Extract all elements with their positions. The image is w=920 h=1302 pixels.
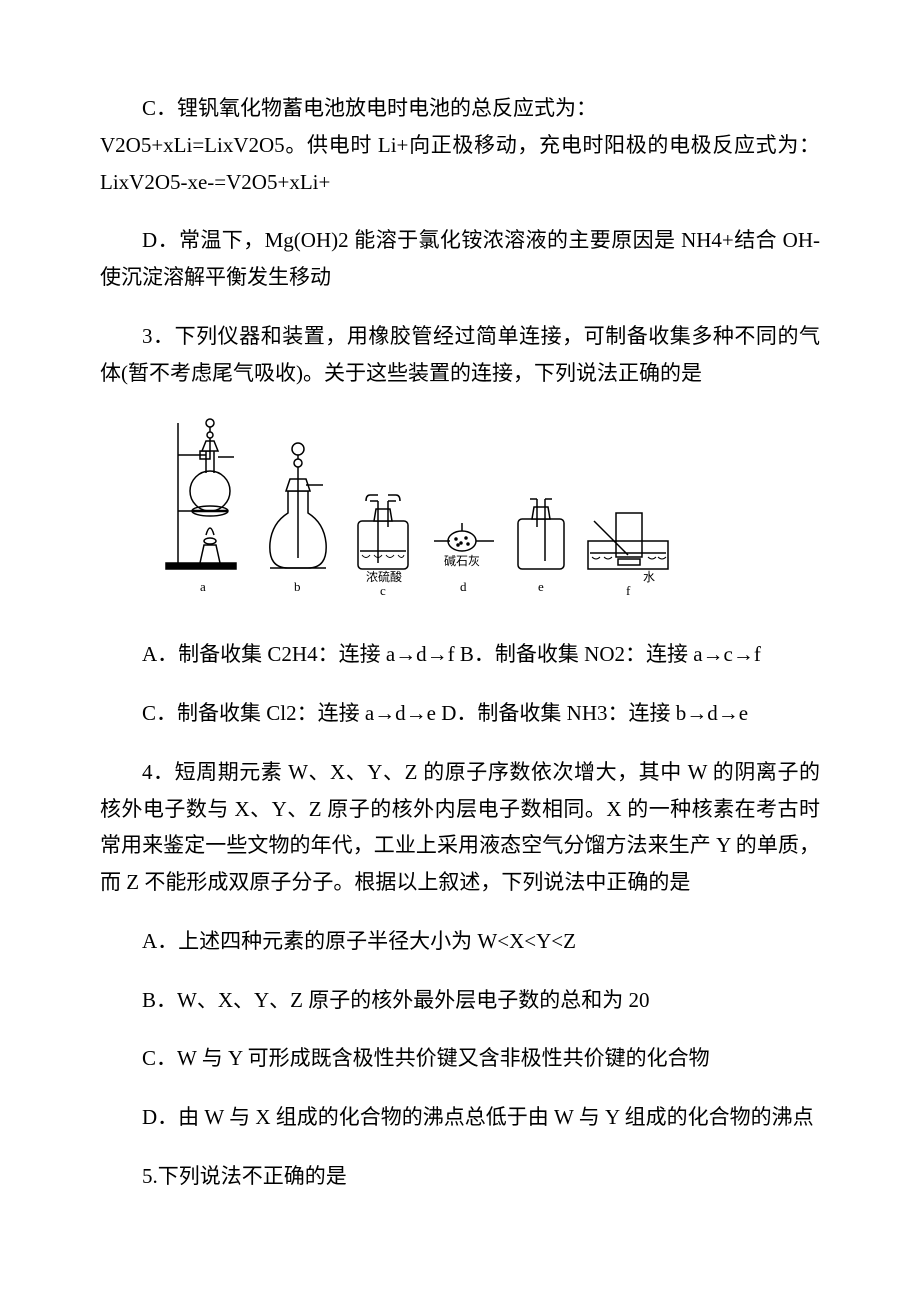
question-4-stem: 4．短周期元素 W、X、Y、Z 的原子序数依次增大，其中 W 的阴离子的核外电子… bbox=[100, 754, 820, 901]
q4-option-a: A．上述四种元素的原子半径大小为 W<X<Y<Z bbox=[100, 923, 820, 960]
q3-option-ab: A．制备收集 C2H4：连接 a→d→f B．制备收集 NO2：连接 a→c→f bbox=[100, 636, 820, 673]
q4-option-d: D．由 W 与 X 组成的化合物的沸点总低于由 W 与 Y 组成的化合物的沸点 bbox=[100, 1099, 820, 1136]
paragraph-option-c-line2: V2O5+xLi=LixV2O5。供电时 Li+向正极移动，充电时阳极的电极反应… bbox=[100, 127, 820, 201]
label-c-sub: 浓硫酸 bbox=[366, 569, 402, 584]
apparatus-figure: a b bbox=[148, 413, 820, 608]
label-c: c bbox=[380, 583, 386, 598]
label-d-sub: 碱石灰 bbox=[444, 554, 480, 568]
label-f: f bbox=[626, 583, 631, 598]
question-3-stem: 3．下列仪器和装置，用橡胶管经过简单连接，可制备收集多种不同的气体(暂不考虑尾气… bbox=[100, 318, 820, 392]
label-a: a bbox=[200, 579, 206, 594]
paragraph-option-d: D．常温下，Mg(OH)2 能溶于氯化铵浓溶液的主要原因是 NH4+结合 OH-… bbox=[100, 222, 820, 296]
label-d: d bbox=[460, 579, 467, 594]
document-page: C．锂钒氧化物蓄电池放电时电池的总反应式为： V2O5+xLi=LixV2O5。… bbox=[0, 0, 920, 1277]
paragraph-option-c-line1: C．锂钒氧化物蓄电池放电时电池的总反应式为： bbox=[100, 90, 820, 127]
q4-option-c: C．W 与 Y 可形成既含极性共价键又含非极性共价键的化合物 bbox=[100, 1040, 820, 1077]
label-f-sub: 水 bbox=[643, 570, 655, 584]
question-5-stem: 5.下列说法不正确的是 bbox=[100, 1158, 820, 1195]
q3-option-cd: C．制备收集 Cl2：连接 a→d→e D．制备收集 NH3：连接 b→d→e bbox=[100, 695, 820, 732]
q4-option-b: B．W、X、Y、Z 原子的核外最外层电子数的总和为 20 bbox=[100, 982, 820, 1019]
label-b: b bbox=[294, 579, 301, 594]
apparatus-svg: a b bbox=[148, 413, 678, 608]
label-e: e bbox=[538, 579, 544, 594]
